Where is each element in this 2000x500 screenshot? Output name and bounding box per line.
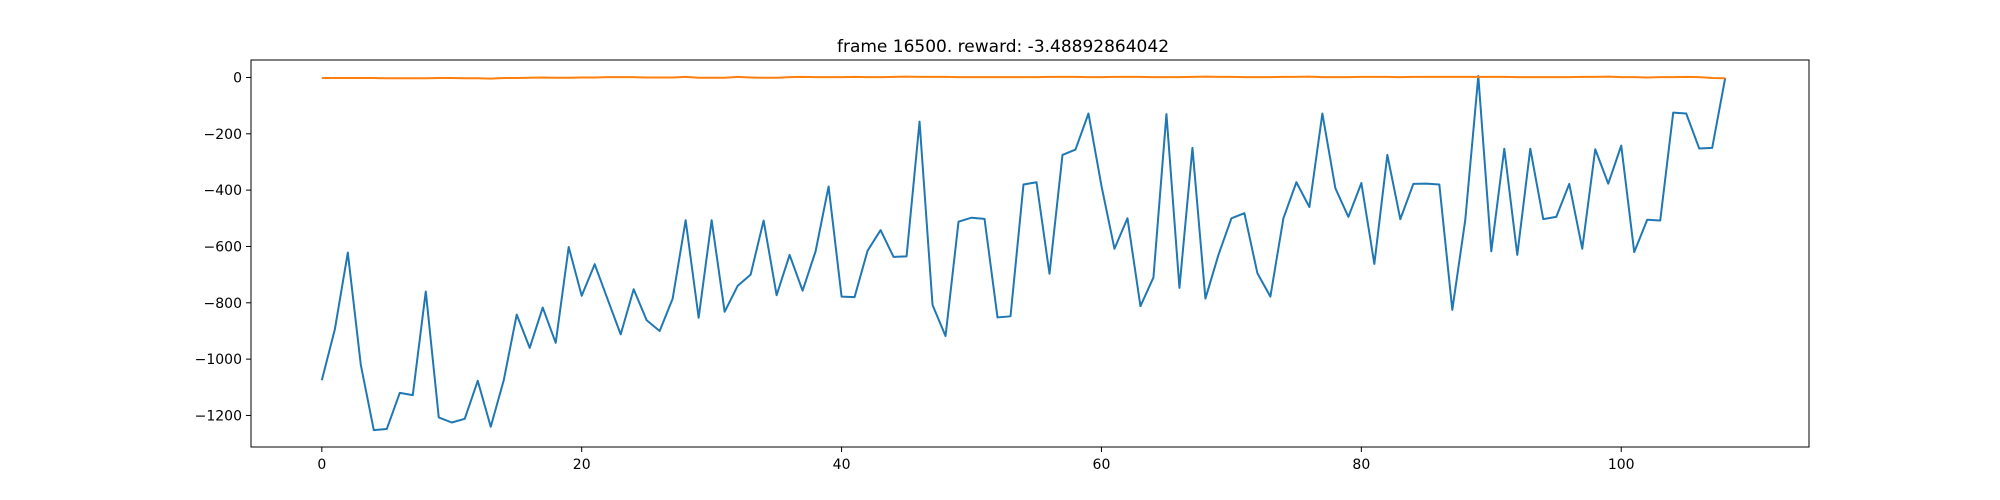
x-tick-label: 100 xyxy=(1608,457,1635,473)
axes-frame xyxy=(250,59,1810,448)
plot-area: 0 20 40 60 80 100 0 −200 −400 −600 −800 −1000 −1200 xyxy=(195,59,1810,473)
y-tick-label: −600 xyxy=(204,239,242,255)
y-tick-label: −200 xyxy=(204,127,242,143)
series-line-1 xyxy=(320,75,1727,432)
series-line-2 xyxy=(321,75,1726,80)
y-tick-label: −1200 xyxy=(195,408,242,424)
y-tick-label: 0 xyxy=(233,70,242,86)
y-tick-label: −800 xyxy=(204,296,242,312)
x-tick-label: 60 xyxy=(1093,457,1111,473)
chart-title: frame 16500. reward: -3.48892864042 xyxy=(837,37,1169,57)
x-tick-label: 80 xyxy=(1352,457,1370,473)
y-tick-label: −400 xyxy=(204,183,242,199)
y-tick-label: −1000 xyxy=(195,352,242,368)
x-tick-label: 20 xyxy=(573,457,591,473)
x-tick-label: 0 xyxy=(317,457,326,473)
x-tick-label: 40 xyxy=(833,457,851,473)
